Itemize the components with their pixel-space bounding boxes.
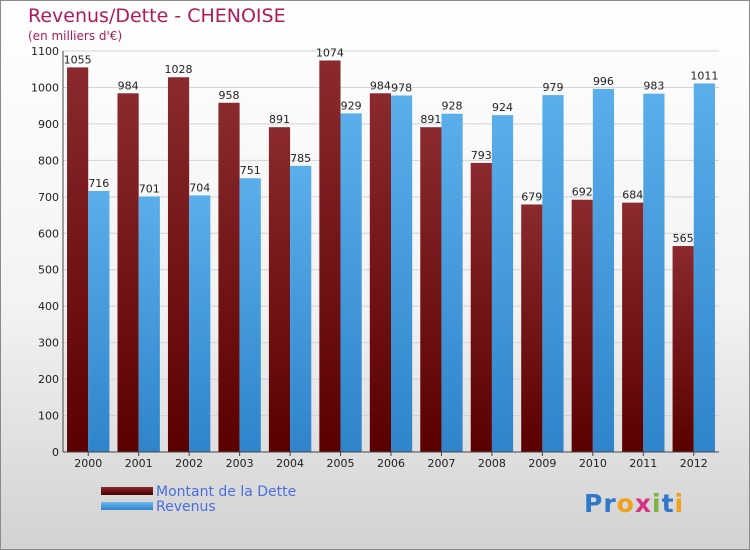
bar-revenus [643,93,665,452]
value-label-revenus: 1011 [690,69,718,82]
bar-dette [218,102,240,453]
value-label-revenus: 751 [240,164,261,177]
value-label-dette: 679 [521,190,542,203]
value-label-dette: 793 [471,149,492,162]
x-tick-label: 2012 [680,457,708,470]
y-tick-label: 1100 [31,45,59,58]
value-label-dette: 891 [420,113,441,126]
bar-dette [672,246,694,452]
bar-dette [319,60,341,452]
bar-dette [521,204,543,452]
legend-label-dette: Montant de la Dette [156,484,297,500]
bar-revenus [491,115,514,452]
x-tick-label: 2008 [478,457,506,470]
y-tick-label: 900 [38,118,59,131]
x-tick-label: 2006 [377,457,405,470]
value-label-revenus: 983 [643,80,664,93]
value-label-revenus: 979 [542,81,563,94]
y-tick-label: 100 [38,410,59,423]
bar-dette [117,93,139,453]
logo-letter: o [616,489,635,518]
bar-revenus [88,190,110,452]
bar-revenus [290,165,312,452]
y-tick-label: 700 [38,191,59,204]
x-tick-label: 2002 [175,457,203,470]
bar-revenus [542,95,564,453]
x-tick-label: 2005 [327,457,355,470]
bar-revenus [391,95,413,452]
bar-revenus [592,88,615,453]
y-tick-label: 400 [38,300,59,313]
x-tick-label: 2011 [629,457,657,470]
x-tick-label: 2003 [226,457,254,470]
value-label-dette: 1074 [316,46,344,59]
bar-dette [268,127,291,452]
bar-dette [622,202,644,452]
value-labels: 1055 716 984 701 1028 704 958 751 891 785 1074 929 9… [64,46,719,245]
y-tick-label: 600 [38,227,59,240]
value-label-dette: 565 [673,232,694,245]
bar-dette [167,77,190,452]
value-label-revenus: 704 [189,181,210,194]
x-tick-label: 2004 [276,457,304,470]
y-tick-label: 1000 [31,81,59,94]
bar-revenus [239,178,261,452]
chart-subtitle: (en milliers d'€) [28,29,123,43]
x-tick-label: 2009 [528,457,556,470]
logo-letter: r [603,489,617,518]
x-tick-label: 2001 [125,457,153,470]
value-label-dette: 1055 [64,53,92,66]
proxiti-logo: Proxiti [584,489,684,518]
bar-dette [369,93,391,453]
value-label-dette: 684 [622,189,643,202]
bar-dette [470,162,492,452]
y-tick-label: 800 [38,154,59,167]
axes: 2000 2001 2002 2003 2004 2005 2006 2007 2008 2009… [62,51,719,470]
legend-swatch-dette [101,487,153,495]
value-label-revenus: 924 [492,101,513,114]
bar-dette [420,127,442,452]
value-label-dette: 1028 [165,63,193,76]
logo-letter: P [584,489,604,518]
value-label-dette: 984 [118,79,139,92]
logo-letter: i [674,489,685,518]
value-label-revenus: 785 [290,152,311,165]
y-tick-label: 500 [38,264,59,277]
bar-revenus [441,113,463,453]
value-label-dette: 984 [370,79,391,92]
chart-title: Revenus/Dette - CHENOISE [28,5,286,27]
value-label-dette: 958 [219,89,240,102]
value-label-dette: 692 [572,186,593,199]
x-tick-label: 2010 [579,457,607,470]
logo-letter: x [634,489,652,518]
bar-revenus [340,113,362,452]
bar-revenus [189,195,211,453]
bar-revenus [693,83,715,452]
value-label-revenus: 978 [391,81,412,94]
value-label-revenus: 929 [341,99,362,112]
y-tick-label: 300 [38,337,59,350]
y-tick-label: 0 [52,446,59,459]
bar-dette [67,67,89,453]
value-label-revenus: 716 [88,177,109,190]
value-label-dette: 891 [269,113,290,126]
value-label-revenus: 701 [139,182,160,195]
value-label-revenus: 928 [442,100,463,113]
legend-label-revenus: Revenus [156,499,216,515]
bars [67,60,715,453]
logo-letter: t [661,489,675,518]
bar-revenus [138,196,160,452]
x-tick-label: 2007 [427,457,455,470]
value-label-revenus: 996 [593,75,614,88]
y-tick-label: 200 [38,373,59,386]
x-tick-label: 2000 [74,457,102,470]
bar-dette [571,199,593,452]
legend-swatch-revenus [101,502,153,510]
logo-letter: i [652,489,662,518]
